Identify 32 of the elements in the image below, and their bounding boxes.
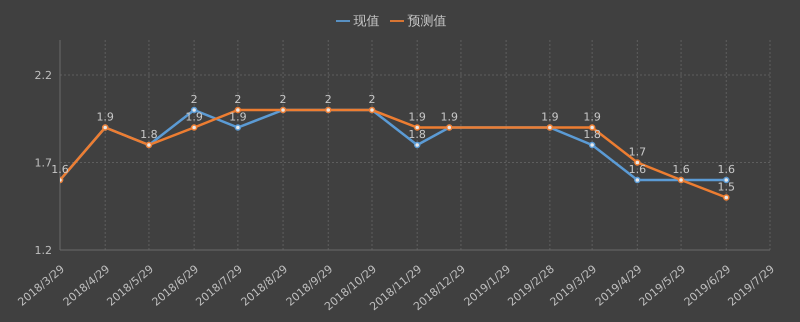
data-label: 1.5 (718, 180, 736, 194)
data-label: 1.6 (718, 163, 736, 176)
legend-label: 现值 (354, 14, 380, 29)
point (414, 142, 420, 148)
point (234, 124, 242, 131)
data-label: 1.9 (229, 110, 247, 124)
data-label: 2 (324, 93, 332, 106)
y-tick-label: 2.2 (34, 68, 52, 82)
point (634, 176, 641, 184)
data-label: 1.9 (408, 110, 426, 124)
y-tick-label: 1.7 (34, 156, 52, 170)
data-label: 2 (368, 93, 376, 106)
data-label: 1.8 (583, 128, 601, 141)
data-label: 1.9 (440, 110, 458, 124)
data-label: 1.7 (628, 146, 646, 158)
data-label: 1.9 (541, 110, 559, 124)
data-label: 1.8 (408, 128, 426, 141)
data-label: 2 (234, 93, 242, 106)
data-label: 1.9 (185, 110, 203, 124)
data-label: 2 (280, 93, 287, 106)
data-label: 1.9 (96, 110, 114, 124)
point (723, 194, 730, 201)
data-label: 1.8 (140, 128, 158, 141)
point (190, 124, 198, 131)
data-label: 1.6 (51, 163, 69, 176)
data-label: 1.9 (583, 110, 601, 124)
y-tick-label: 1.2 (34, 244, 52, 257)
data-label: 2 (190, 93, 198, 106)
data-label: 1.6 (672, 163, 690, 176)
legend-label: 预测值 (408, 14, 446, 29)
point (588, 142, 596, 148)
data-label: 1.6 (628, 163, 646, 176)
